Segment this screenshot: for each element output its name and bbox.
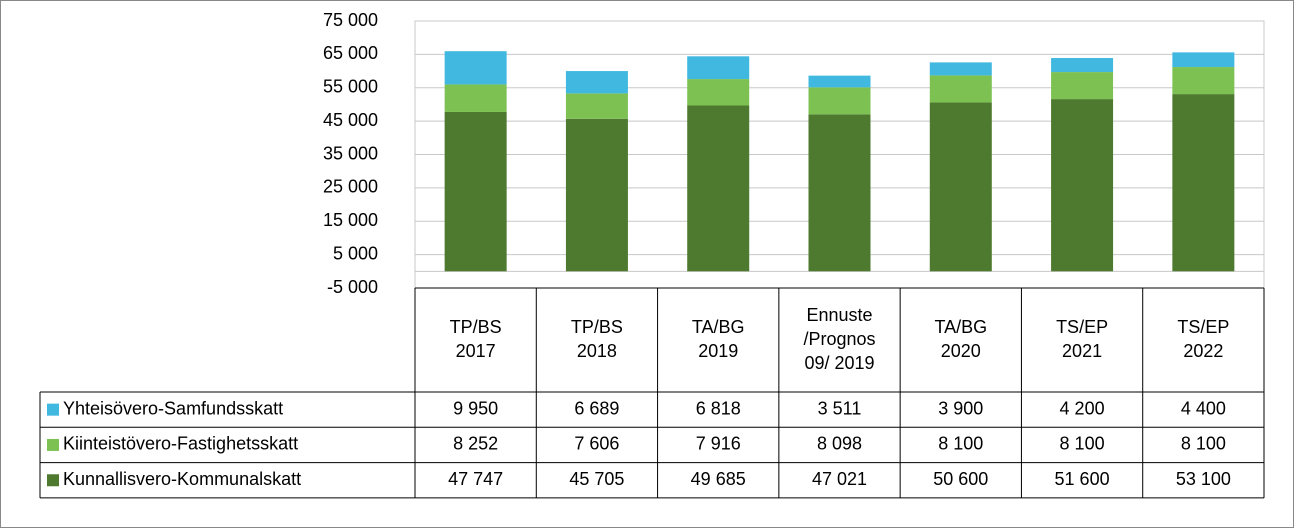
- legend-label: Kiinteistövero-Fastighetsskatt: [63, 434, 298, 454]
- data-label: 51 600: [1055, 469, 1110, 489]
- bar-segment: [444, 84, 507, 112]
- bar-segment: [929, 75, 992, 103]
- data-label: 8 100: [938, 434, 983, 454]
- x-category-label: TA/BG: [692, 317, 745, 337]
- bar-segment: [565, 71, 628, 94]
- bar-segment: [1051, 58, 1114, 73]
- x-category-label: /Prognos: [803, 329, 875, 349]
- bar-segment: [1172, 67, 1235, 95]
- data-label: 49 685: [691, 469, 746, 489]
- y-tick-label: 75 000: [323, 10, 378, 30]
- legend-swatch: [47, 474, 59, 487]
- bar-segment: [687, 105, 750, 272]
- data-label: 50 600: [933, 469, 988, 489]
- bar-segment: [929, 62, 992, 76]
- bar-segment: [1172, 52, 1235, 68]
- bar-segment: [687, 79, 750, 106]
- data-label: 8 100: [1060, 434, 1105, 454]
- x-category-label: 2018: [577, 341, 617, 361]
- bar-segment: [565, 93, 628, 119]
- data-label: 8 252: [453, 434, 498, 454]
- bar-segment: [808, 114, 871, 272]
- y-tick-label: -5 000: [327, 277, 378, 297]
- x-category-label: TS/EP: [1177, 317, 1229, 337]
- data-label: 6 689: [574, 398, 619, 418]
- data-label: 53 100: [1176, 469, 1231, 489]
- x-category-label: TP/BS: [571, 317, 623, 337]
- data-label: 47 021: [812, 469, 867, 489]
- y-tick-label: 5 000: [333, 243, 378, 263]
- bar-segment: [1051, 72, 1114, 100]
- x-category-label: 2017: [456, 341, 496, 361]
- y-tick-label: 65 000: [323, 43, 378, 63]
- bar-segment: [929, 102, 992, 272]
- data-label: 8 098: [817, 434, 862, 454]
- data-label: 3 900: [938, 398, 983, 418]
- data-label: 7 606: [574, 434, 619, 454]
- bar-segment: [687, 56, 750, 80]
- x-category-label: 2022: [1183, 341, 1223, 361]
- y-tick-label: 45 000: [323, 110, 378, 130]
- bar-segment: [1172, 94, 1235, 272]
- data-label: 8 100: [1181, 434, 1226, 454]
- bar-segment: [565, 118, 628, 272]
- x-category-label: TP/BS: [450, 317, 502, 337]
- legend-label: Kunnallisvero-Kommunalskatt: [63, 469, 301, 489]
- bar-segment: [1051, 99, 1114, 272]
- x-category-label: 2021: [1062, 341, 1102, 361]
- data-label: 3 511: [818, 398, 862, 418]
- bar-segment: [808, 75, 871, 88]
- legend-swatch: [47, 438, 59, 451]
- y-tick-label: 35 000: [323, 143, 378, 163]
- x-category-label: 2020: [941, 341, 981, 361]
- x-category-label: 09/ 2019: [804, 353, 874, 373]
- x-category-label: TS/EP: [1056, 317, 1108, 337]
- x-category-label: Ennuste: [806, 305, 872, 325]
- data-label: 47 747: [448, 469, 503, 489]
- data-label: 6 818: [696, 398, 741, 418]
- x-category-label: 2019: [698, 341, 738, 361]
- y-tick-label: 15 000: [323, 210, 378, 230]
- data-label: 4 400: [1181, 398, 1226, 418]
- bar-segment: [444, 51, 507, 85]
- data-label: 4 200: [1060, 398, 1105, 418]
- y-tick-label: 25 000: [323, 177, 378, 197]
- legend-swatch: [47, 403, 59, 416]
- y-tick-label: 55 000: [323, 77, 378, 97]
- x-category-label: TA/BG: [934, 317, 987, 337]
- bar-segment: [808, 87, 871, 115]
- data-label: 45 705: [569, 469, 624, 489]
- legend-label: Yhteisövero-Samfundsskatt: [63, 398, 283, 418]
- bar-segment: [444, 111, 507, 272]
- data-label: 9 950: [453, 398, 498, 418]
- data-label: 7 916: [696, 434, 741, 454]
